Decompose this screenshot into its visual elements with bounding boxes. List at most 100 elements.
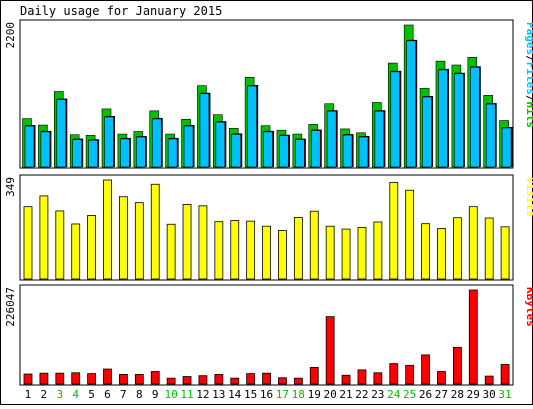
bar-visits-25 [405,189,415,280]
bar-kbytes-27 [437,371,446,385]
panel-frame-visits [19,174,514,281]
day-label-18: 18 [292,388,305,401]
bar-kbytes-26 [421,354,430,385]
panel-frame-kbytes [19,284,514,386]
bar-visits-17 [278,230,287,280]
day-axis: 1 2 3 4 5 6 7 8 9 10 11 12 13 14 15 16 17 18 19 20 21 22 23 24 2… [25,388,512,401]
bar-visits-30 [484,217,494,280]
bar-files-8 [136,136,146,168]
bar-visits-10 [166,223,176,280]
day-label-5: 5 [88,388,95,401]
day-label-19: 19 [308,388,321,401]
bar-visits-2 [39,195,49,280]
bar-kbytes-13 [214,374,224,385]
day-label-8: 8 [136,388,143,401]
panel-visits: 349 Visits [4,174,533,281]
bar-files-16 [263,131,273,168]
bar-files-4 [72,139,83,168]
bar-visits-18 [293,217,303,280]
legend-text-slash-1: / [524,55,533,62]
bar-files-29 [469,67,480,168]
bar-visits-26 [421,223,430,280]
bar-visits-21 [341,228,351,280]
day-label-21: 21 [339,388,352,401]
day-label-13: 13 [212,388,225,401]
chart-panels: 2200Pages/Files/Hits349Visits226047KByte… [4,19,533,386]
panel-kbytes: 226047 KBytes [4,284,533,386]
bar-kbytes-29 [468,289,478,385]
bar-visits-5 [87,215,97,280]
bar-files-31 [501,127,512,168]
bar-kbytes-9 [150,371,160,385]
bar-visits-24 [389,182,399,280]
bar-files-10 [167,138,178,168]
bar-files-11 [183,125,194,168]
panel-right-label-hits-pages: Pages/Files/Hits [524,22,533,128]
bar-kbytes-31 [500,364,510,385]
bar-visits-11 [182,203,192,280]
bar-visits-6 [103,179,112,280]
bar-visits-8 [134,202,144,280]
bar-visits-15 [246,220,256,280]
bar-kbytes-16 [262,372,271,385]
bar-files-24 [390,71,401,168]
bar-kbytes-20 [325,316,335,385]
day-label-10: 10 [164,388,177,401]
bar-visits-29 [468,206,478,280]
day-label-17: 17 [276,388,289,401]
day-label-30: 30 [483,388,496,401]
day-label-9: 9 [152,388,159,401]
legend-text-hits-4: Hits [524,102,533,129]
bar-files-5 [88,139,98,168]
bar-visits-16 [262,225,271,280]
bar-kbytes-30 [484,375,494,385]
day-label-6: 6 [104,388,111,401]
bar-files-12 [199,93,210,168]
bar-kbytes-10 [166,377,176,385]
bar-visits-23 [373,221,383,280]
day-label-2: 2 [41,388,48,401]
bar-visits-22 [357,226,367,280]
legend-text-files-2: Files [524,62,533,95]
bar-files-17 [279,135,289,168]
bar-files-19 [310,130,321,168]
bar-files-21 [342,134,353,168]
day-label-15: 15 [244,388,257,401]
bar-kbytes-4 [71,372,81,385]
bar-kbytes-15 [246,373,256,385]
legend-text-pages-0: Pages [524,22,533,55]
bar-kbytes-25 [405,364,415,385]
day-label-24: 24 [387,388,401,401]
bar-kbytes-3 [55,372,65,385]
day-label-31: 31 [498,388,511,401]
bar-visits-13 [214,221,224,280]
bar-files-26 [422,96,432,168]
day-label-4: 4 [72,388,79,401]
day-label-20: 20 [323,388,336,401]
bar-kbytes-19 [309,366,319,385]
bar-files-15 [247,85,257,168]
bar-files-27 [438,69,448,168]
bar-visits-19 [309,210,319,280]
bar-kbytes-22 [357,369,367,385]
bar-kbytes-11 [182,376,192,385]
bar-kbytes-23 [373,372,383,385]
bar-kbytes-28 [452,347,462,385]
day-label-12: 12 [196,388,209,401]
bar-kbytes-14 [230,377,240,385]
bar-files-14 [231,134,242,168]
bar-kbytes-8 [134,374,144,385]
bar-files-25 [406,40,416,168]
bar-files-6 [104,116,114,168]
panel-ymax-label-kbytes: 226047 [4,287,17,327]
panel-ymax-label-hits-pages: 2200 [4,22,17,49]
bar-visits-3 [55,210,65,280]
bar-files-28 [454,73,464,168]
legend-text-kbytes-0: KBytes [524,287,533,327]
bar-visits-12 [198,205,208,280]
bar-files-7 [120,138,130,168]
day-label-16: 16 [260,388,273,401]
